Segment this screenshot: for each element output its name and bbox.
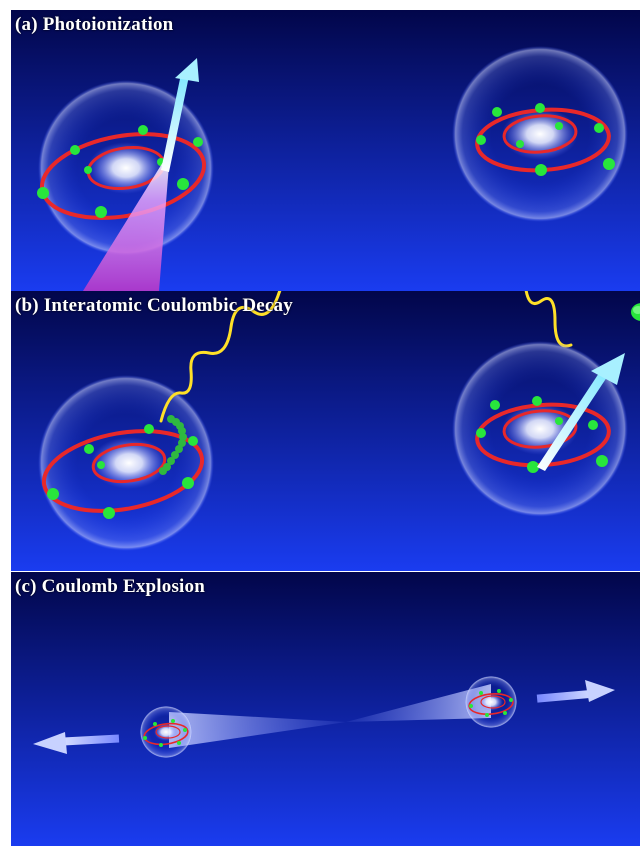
electron-decay-trail <box>159 415 187 475</box>
icd-diagram <box>11 291 640 571</box>
panel-title: (c) Coulomb Explosion <box>15 576 206 597</box>
electrons-left <box>37 125 203 218</box>
electrons-right <box>476 103 615 176</box>
atom-left <box>38 375 214 551</box>
electrons-right <box>476 396 608 473</box>
electrons-left <box>143 719 187 747</box>
electrons-right <box>469 689 513 717</box>
arrow-icon-right <box>536 680 615 703</box>
atom-left <box>37 80 214 256</box>
photoionization-diagram <box>11 10 640 291</box>
atom-left <box>140 706 192 758</box>
repulsion-cone-right <box>346 684 491 722</box>
panel-coulomb-explosion: (c) Coulomb Explosion <box>11 572 640 846</box>
panel-title: (b) Interatomic Coulombic Decay <box>15 295 293 316</box>
atom-right <box>465 676 517 728</box>
coulomb-explosion-diagram <box>11 572 640 846</box>
photon-wave-icon <box>159 291 573 423</box>
arrow-icon-left <box>33 732 120 754</box>
ionization-arrow <box>161 58 199 172</box>
electrons-left <box>47 424 198 519</box>
atom-right <box>452 46 628 222</box>
repulsion-cone-left <box>169 712 346 748</box>
panel-title: (a) Photoionization <box>15 14 174 35</box>
photon-beam <box>83 162 169 291</box>
panel-interatomic-coulombic-decay: (b) Interatomic Coulombic Decay <box>11 291 640 571</box>
panel-photoionization: (a) Photoionization <box>11 10 640 291</box>
atom-right <box>452 303 640 517</box>
emission-arrow <box>537 353 625 471</box>
